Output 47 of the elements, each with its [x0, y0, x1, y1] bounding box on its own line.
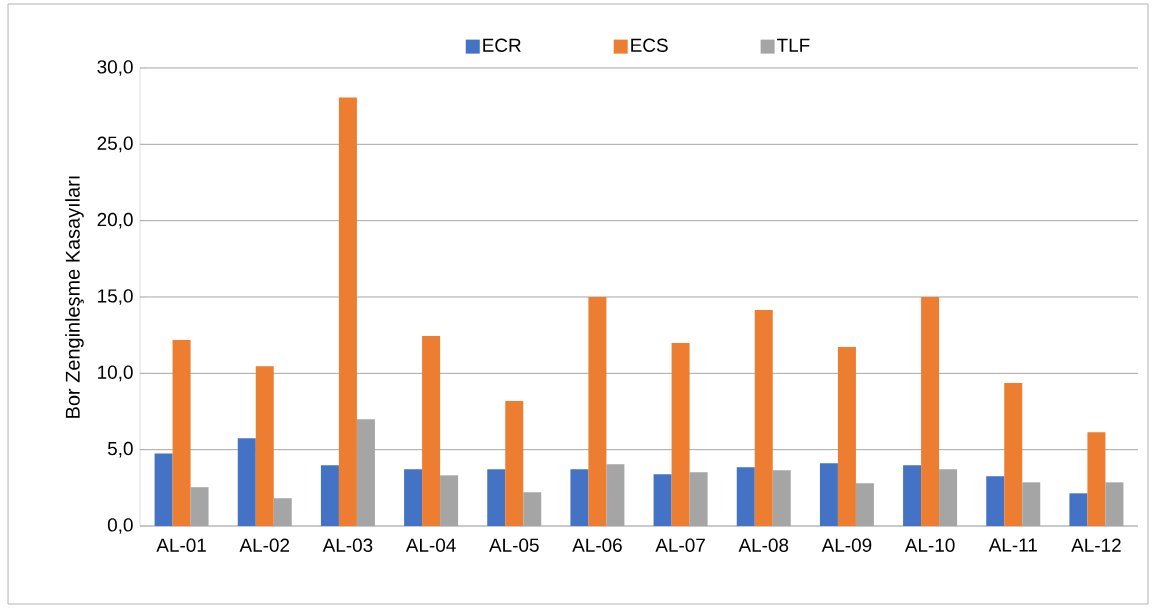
bar — [653, 474, 672, 526]
bar — [1069, 493, 1088, 526]
x-tick-label: AL-11 — [988, 538, 1037, 552]
x-tick-label: AL-02 — [239, 538, 290, 552]
y-tick-label: 20,0 — [97, 212, 133, 229]
x-tick-label: AL-12 — [1071, 538, 1121, 552]
bar — [570, 469, 589, 526]
x-tick-label: AL-10 — [904, 538, 955, 552]
bar — [921, 297, 940, 526]
x-tick-label: AL-01 — [156, 538, 206, 552]
y-tick-label: 10,0 — [98, 365, 133, 382]
bar — [819, 463, 838, 526]
bar — [986, 476, 1005, 526]
bar — [1004, 383, 1023, 526]
x-tick-label: AL-07 — [655, 538, 705, 552]
bar — [404, 469, 423, 526]
y-tick-label: 25,0 — [97, 136, 133, 153]
y-tick-label: 0,0 — [107, 518, 133, 534]
y-tick-label: 15,0 — [98, 289, 133, 305]
y-tick-label: 30,0 — [97, 60, 133, 76]
bar — [255, 366, 274, 526]
x-tick-label: AL-06 — [572, 538, 622, 552]
bar — [1087, 432, 1106, 526]
bar — [487, 469, 506, 526]
bar — [588, 297, 607, 526]
legend-label: ECR — [483, 38, 521, 52]
bar — [422, 336, 441, 526]
bar — [505, 401, 524, 526]
legend-label: ECS — [631, 38, 668, 52]
bar — [338, 97, 357, 526]
bar — [237, 438, 256, 526]
x-tick-label: AL-09 — [821, 538, 872, 552]
legend-label: TLF — [777, 38, 810, 52]
bar — [903, 465, 922, 526]
y-tick-label: 5,0 — [107, 441, 133, 458]
x-tick-label: AL-04 — [405, 538, 456, 552]
bar — [754, 309, 773, 526]
x-tick-label: AL-05 — [489, 538, 539, 552]
bar — [837, 347, 856, 526]
bar — [736, 467, 755, 526]
bar — [154, 453, 173, 526]
bar — [671, 343, 690, 526]
x-tick-label: AL-03 — [322, 538, 373, 552]
bar — [172, 340, 191, 526]
bar — [320, 465, 339, 526]
x-tick-label: AL-08 — [738, 538, 789, 552]
y-axis-title: Bor Zenginleşme Kasayıları — [65, 176, 84, 418]
